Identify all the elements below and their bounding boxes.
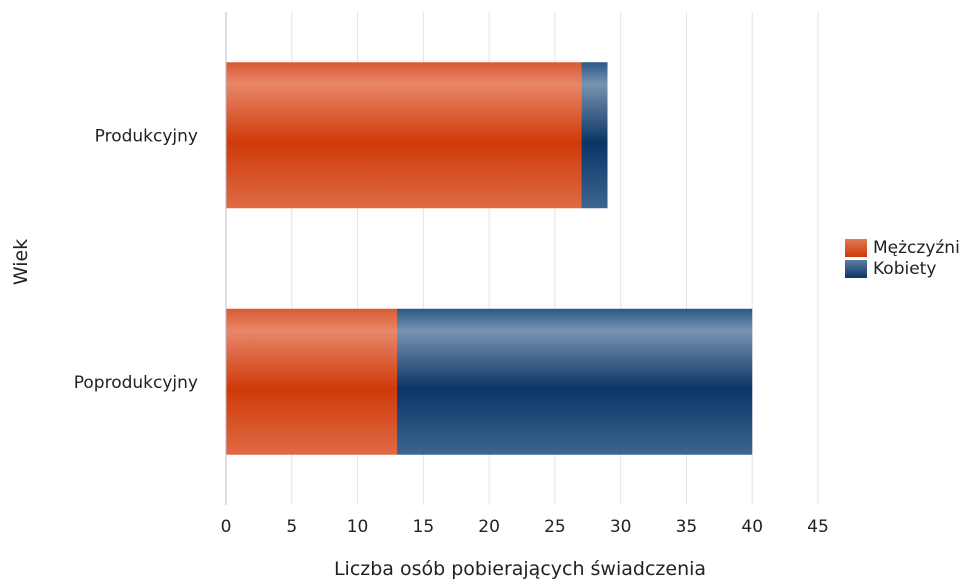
x-tick-label: 45 xyxy=(807,517,829,537)
legend-label-women: Kobiety xyxy=(873,258,937,279)
x-axis-title: Liczba osób pobierających świadczenia xyxy=(334,558,706,580)
legend: Mężczyźni Kobiety xyxy=(845,237,960,279)
bar-women-produkcyjny xyxy=(581,62,608,209)
x-tick-label: 10 xyxy=(347,517,369,537)
x-tick-label: 35 xyxy=(676,517,698,537)
x-tick-label: 0 xyxy=(221,517,232,537)
legend-swatch-men xyxy=(845,238,867,257)
x-tick-label: 5 xyxy=(286,517,297,537)
x-axis-ticks: 0 5 10 15 20 25 30 35 40 45 xyxy=(221,517,829,537)
legend-label-men: Mężczyźni xyxy=(873,237,960,258)
x-tick-label: 30 xyxy=(610,517,632,537)
y-category-label: Produkcyjny xyxy=(95,126,198,146)
x-tick-label: 25 xyxy=(544,517,566,537)
bar-men-poprodukcyjny xyxy=(226,308,398,455)
y-axis-categories: Produkcyjny Poprodukcyjny xyxy=(74,126,198,393)
x-tick-label: 40 xyxy=(741,517,763,537)
x-tick-label: 20 xyxy=(478,517,500,537)
bar-men-produkcyjny xyxy=(226,62,582,209)
bar-women-poprodukcyjny xyxy=(397,308,753,455)
legend-swatch-women xyxy=(845,259,867,278)
bars xyxy=(226,62,753,455)
y-axis-title: Wiek xyxy=(10,239,32,285)
legend-item-women: Kobiety xyxy=(845,258,960,279)
x-tick-label: 15 xyxy=(413,517,435,537)
legend-item-men: Mężczyźni xyxy=(845,237,960,258)
y-category-label: Poprodukcyjny xyxy=(74,373,198,393)
